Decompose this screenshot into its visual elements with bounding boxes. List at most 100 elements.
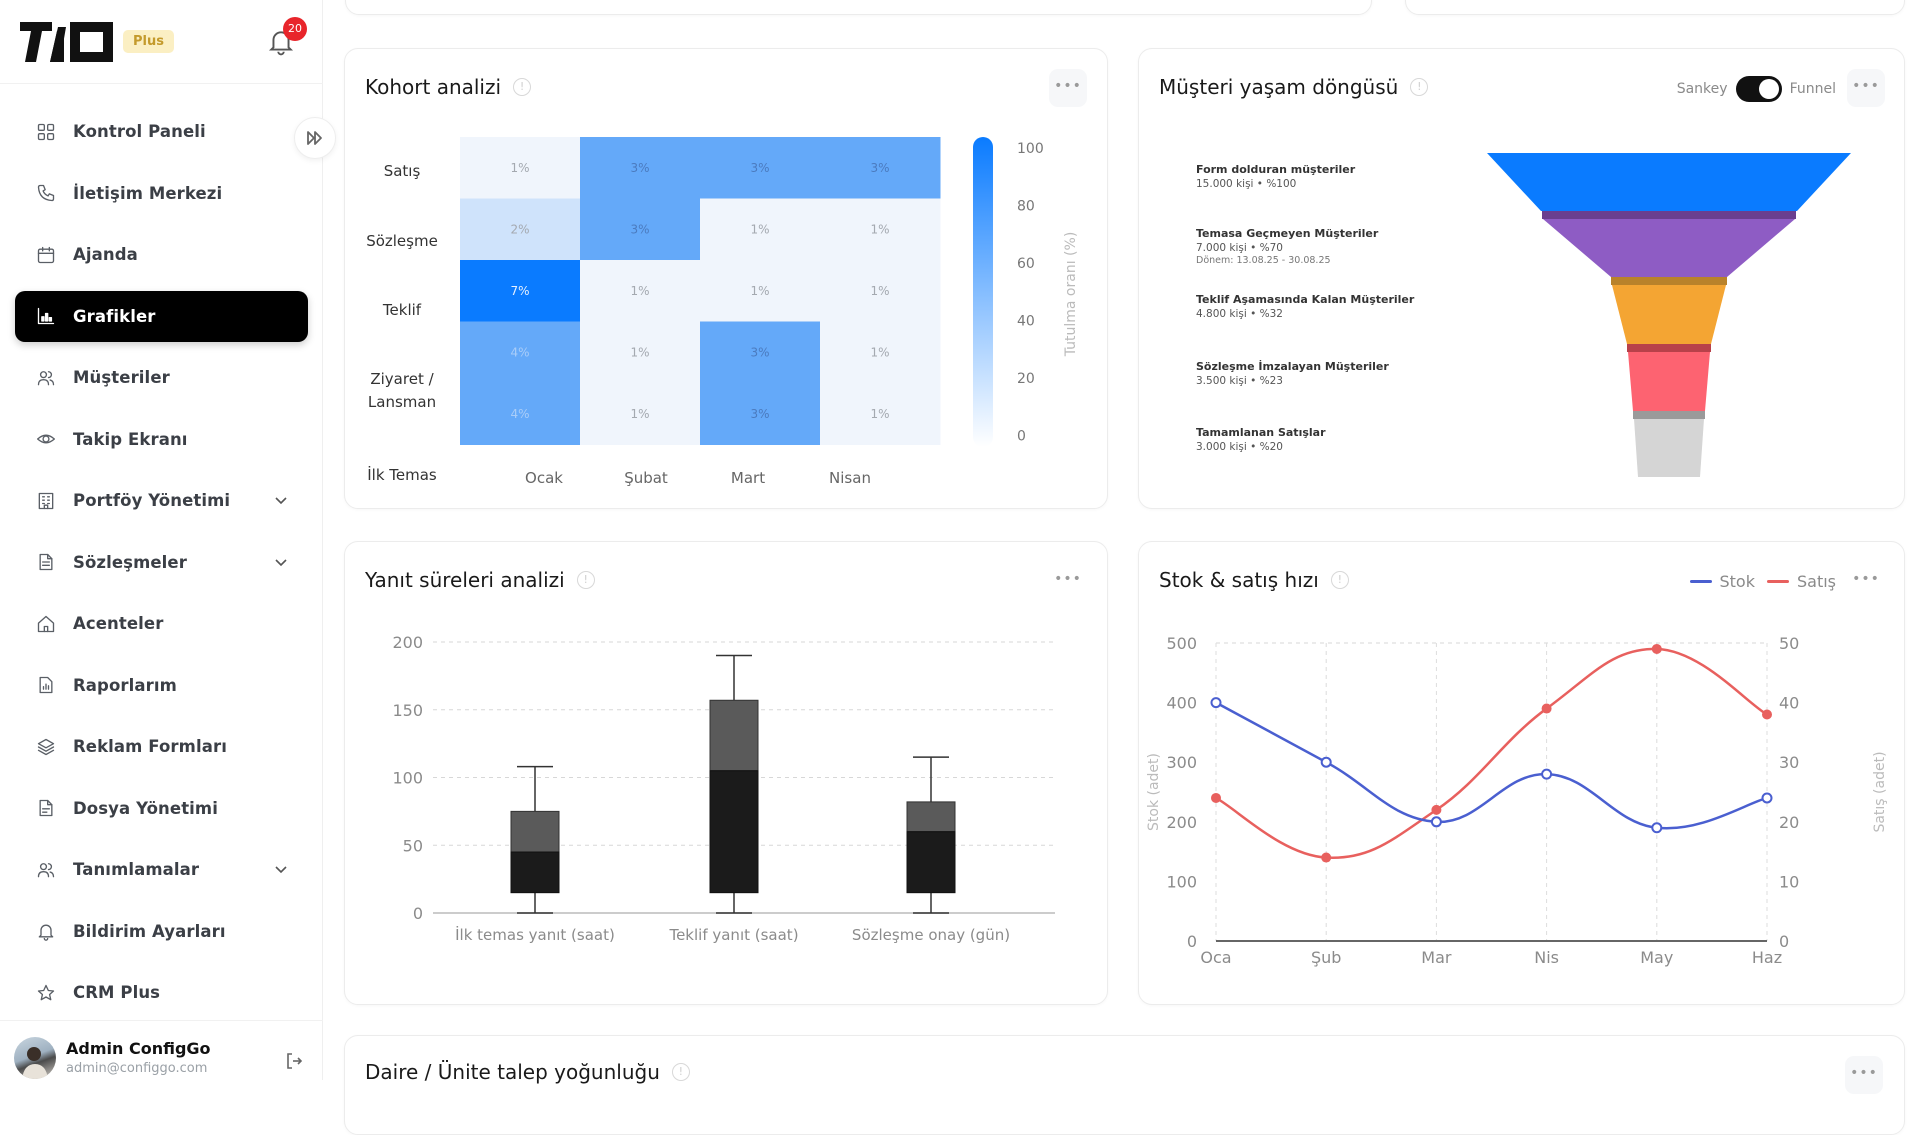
- stock-more-button[interactable]: •••: [1852, 571, 1880, 587]
- heatmap-cell[interactable]: [580, 383, 701, 445]
- logout-icon[interactable]: [284, 1051, 304, 1071]
- chevron-down-icon[interactable]: [274, 555, 288, 569]
- legend-stok[interactable]: Stok: [1719, 572, 1755, 591]
- heatmap-cell[interactable]: [580, 137, 701, 199]
- heatmap-cell[interactable]: [820, 137, 941, 199]
- info-icon[interactable]: !: [576, 571, 595, 589]
- heatmap-cell[interactable]: [460, 260, 581, 322]
- toggle-label-funnel[interactable]: Funnel: [1789, 81, 1836, 97]
- chevron-down-icon[interactable]: [274, 493, 288, 507]
- info-icon[interactable]: !: [671, 1063, 690, 1081]
- heatmap-cell[interactable]: [820, 198, 941, 261]
- stok-point[interactable]: [1651, 822, 1663, 834]
- x-tick: Nis: [1534, 948, 1559, 967]
- box-lower[interactable]: [510, 851, 560, 894]
- row-label: Lansman: [368, 393, 436, 411]
- sidebar-item-bildirim-ayarları[interactable]: Bildirim Ayarları: [15, 906, 308, 957]
- sidebar-item-grafikler[interactable]: Grafikler: [15, 290, 308, 342]
- box-upper[interactable]: [906, 801, 956, 833]
- funnel-stage[interactable]: [1487, 153, 1851, 211]
- heatmap-cell[interactable]: [580, 198, 701, 261]
- box-lower[interactable]: [709, 770, 759, 894]
- funnel-label: Temasa Geçmeyen Müşteriler 7.000 kişi • %…: [1196, 227, 1379, 266]
- sidebar-item-label: İletişim Merkezi: [73, 183, 223, 203]
- svg-text:7%: 7%: [510, 284, 529, 298]
- sidebar-item-sözleşmeler[interactable]: Sözleşmeler: [15, 537, 308, 588]
- density-more-button[interactable]: •••: [1845, 1056, 1883, 1094]
- heatmap-cell[interactable]: [700, 321, 821, 384]
- x-tick: Haz: [1752, 948, 1782, 967]
- sidebar-item-ajanda[interactable]: Ajanda: [15, 229, 308, 280]
- satis-point[interactable]: [1431, 804, 1442, 815]
- heatmap-cell[interactable]: [460, 198, 581, 261]
- legend-satis[interactable]: Satış: [1796, 572, 1836, 591]
- collapse-sidebar-button[interactable]: [294, 117, 336, 159]
- heatmap-cell[interactable]: [700, 383, 821, 445]
- satis-point[interactable]: [1541, 703, 1552, 714]
- heatmap-cell[interactable]: [460, 383, 581, 445]
- chevron-down-icon[interactable]: [274, 862, 288, 876]
- heatmap-cell[interactable]: [460, 321, 581, 384]
- response-more-button[interactable]: •••: [1054, 571, 1082, 587]
- sidebar-item-acenteler[interactable]: Acenteler: [15, 598, 308, 649]
- phone-icon: [35, 182, 57, 204]
- heatmap-cell[interactable]: [460, 137, 581, 199]
- sidebar-item-müşteriler[interactable]: Müşteriler: [15, 352, 308, 403]
- sidebar-header: Plus 20: [0, 0, 323, 84]
- heatmap-cell[interactable]: [700, 198, 821, 261]
- heatmap-cell[interactable]: [580, 321, 701, 384]
- info-icon[interactable]: !: [1410, 78, 1429, 96]
- stok-point[interactable]: [1541, 768, 1553, 780]
- sidebar-item-raporlarım[interactable]: Raporlarım: [15, 660, 308, 711]
- heatmap-cell[interactable]: [820, 383, 941, 445]
- toggle-label-sankey[interactable]: Sankey: [1676, 81, 1728, 97]
- funnel-stage[interactable]: [1628, 352, 1710, 411]
- sidebar-item-reklam-formları[interactable]: Reklam Formları: [15, 721, 308, 772]
- funnel-stage[interactable]: [1543, 219, 1795, 277]
- stok-point[interactable]: [1430, 816, 1442, 828]
- funnel-stage[interactable]: [1612, 285, 1726, 344]
- sidebar-item-i-letişim-merkezi[interactable]: İletişim Merkezi: [15, 168, 308, 219]
- box-upper[interactable]: [709, 699, 759, 772]
- sidebar-item-dosya-yönetimi[interactable]: Dosya Yönetimi: [15, 783, 308, 834]
- stok-line: [1215, 701, 1768, 830]
- svg-text:20: 20: [1779, 813, 1799, 832]
- plan-badge: Plus: [123, 30, 174, 53]
- svg-text:3%: 3%: [750, 161, 769, 175]
- sidebar-item-crm-plus[interactable]: CRM Plus: [15, 967, 308, 1018]
- brand-logo[interactable]: [20, 22, 113, 62]
- kohort-more-button[interactable]: •••: [1049, 69, 1087, 107]
- satis-point[interactable]: [1211, 792, 1221, 803]
- info-icon[interactable]: !: [1330, 571, 1349, 589]
- box-upper[interactable]: [510, 810, 560, 853]
- heatmap-cell[interactable]: [700, 260, 821, 322]
- satis-point[interactable]: [1321, 852, 1332, 863]
- heatmap-cell[interactable]: [580, 260, 701, 322]
- sankey-funnel-toggle[interactable]: [1735, 76, 1782, 102]
- sidebar-item-tanımlamalar[interactable]: Tanımlamalar: [15, 844, 308, 895]
- sidebar-item-portföy-yönetimi[interactable]: Portföy Yönetimi: [15, 475, 308, 526]
- home-icon: [35, 613, 57, 635]
- svg-text:40: 40: [1779, 694, 1799, 713]
- info-icon[interactable]: !: [513, 78, 532, 96]
- lifecycle-more-button[interactable]: •••: [1847, 69, 1885, 107]
- stock-title: Stok & satış hızı !: [1159, 568, 1349, 592]
- sidebar-item-takip-ekranı[interactable]: Takip Ekranı: [15, 414, 308, 465]
- sidebar-item-kontrol-paneli[interactable]: Kontrol Paneli: [15, 106, 308, 157]
- satis-point[interactable]: [1762, 709, 1772, 720]
- eye-icon: [35, 428, 57, 450]
- box-lower[interactable]: [906, 831, 956, 894]
- heatmap-cell[interactable]: [820, 260, 941, 322]
- funnel-stage[interactable]: [1634, 419, 1704, 477]
- heatmap-cell[interactable]: [820, 321, 941, 384]
- svg-text:3%: 3%: [750, 346, 769, 360]
- stok-point[interactable]: [1210, 697, 1222, 709]
- stok-point[interactable]: [1761, 792, 1773, 804]
- heatmap-cell[interactable]: [700, 137, 821, 199]
- sidebar-item-label: Reklam Formları: [73, 737, 227, 756]
- stok-point[interactable]: [1320, 756, 1332, 768]
- avatar[interactable]: [14, 1037, 56, 1079]
- satis-point[interactable]: [1651, 643, 1662, 654]
- sidebar-item-label: Kontrol Paneli: [73, 122, 206, 141]
- column-label: Ocak: [525, 469, 563, 487]
